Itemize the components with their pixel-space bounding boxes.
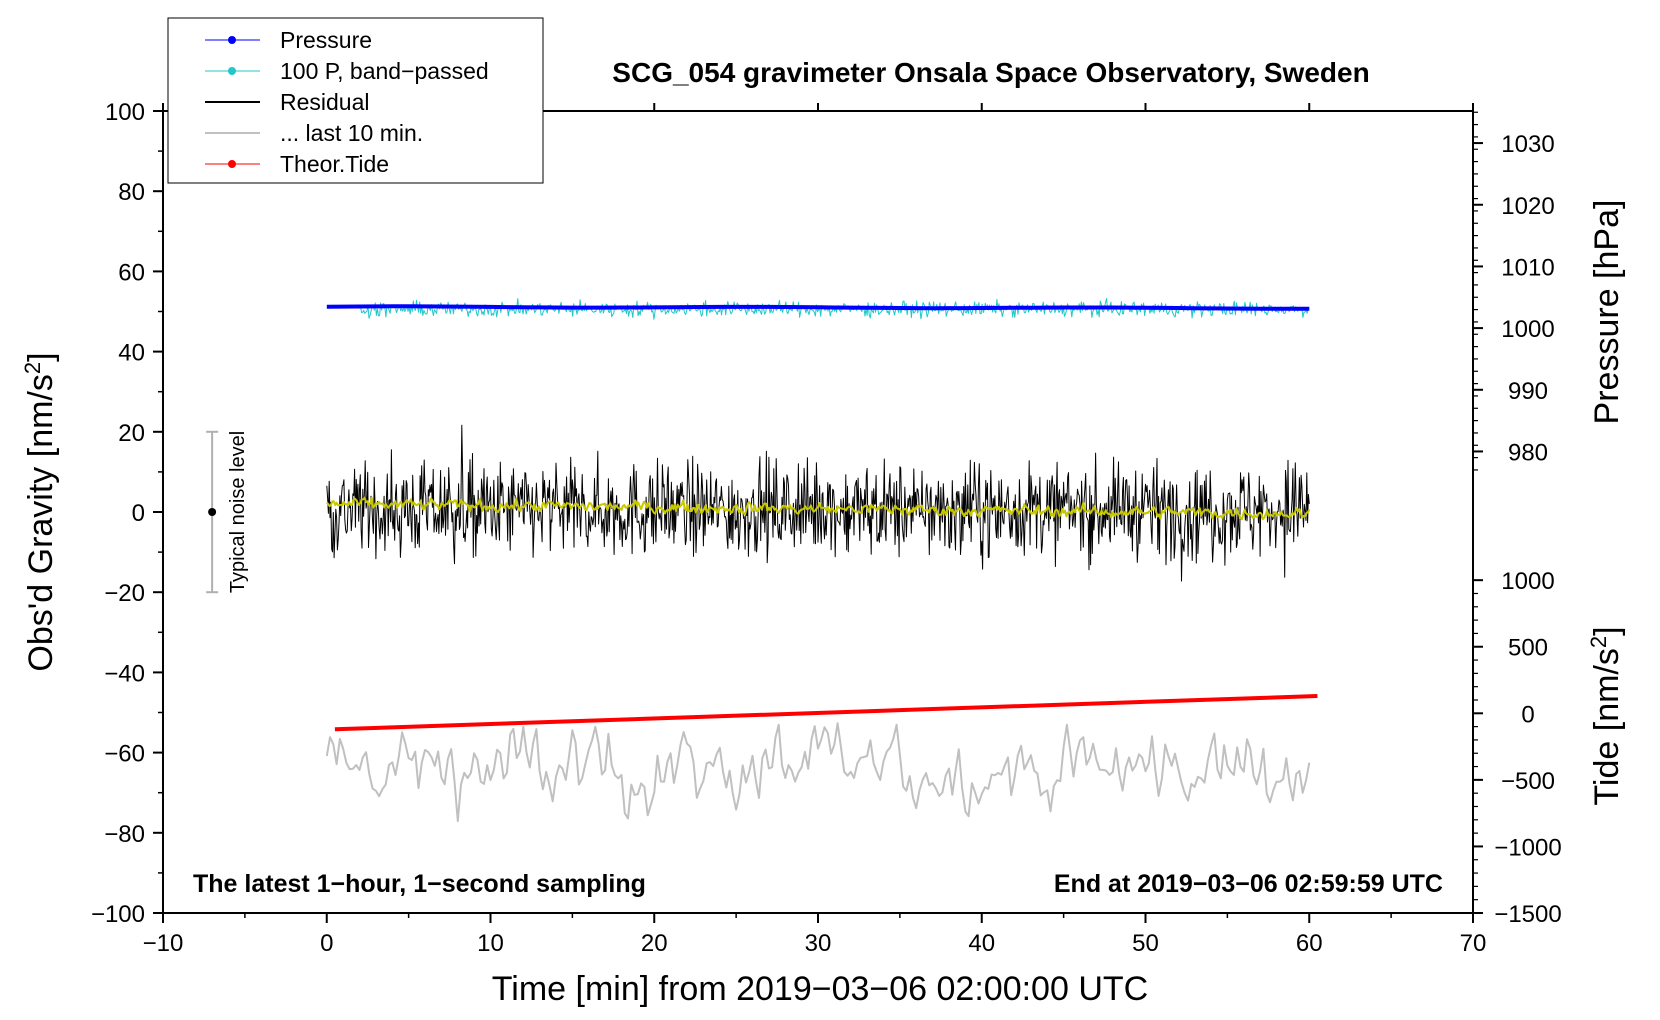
pressure-tick-label: 990 xyxy=(1508,378,1548,405)
tide-tick-label: −500 xyxy=(1501,768,1555,795)
y-tick-label: 20 xyxy=(118,420,145,447)
pressure-tick-label: 1030 xyxy=(1501,131,1554,158)
series-last-10-min xyxy=(325,722,1311,823)
y-axis-pressure-title: Pressure [hPa] xyxy=(1588,200,1626,425)
tide-tick-label: −1000 xyxy=(1494,834,1561,861)
pressure-tick-label: 980 xyxy=(1508,439,1548,466)
legend-marker xyxy=(228,160,236,168)
x-tick-label: 0 xyxy=(320,930,333,957)
series-residual xyxy=(326,424,1310,582)
y-tick-label: −20 xyxy=(104,580,145,607)
pressure-tick-label: 1020 xyxy=(1501,193,1554,220)
noise-level-label: Typical noise level xyxy=(227,431,249,593)
legend-marker xyxy=(228,36,236,44)
x-axis: −10 0 10 20 30 40 50 60 70 xyxy=(143,103,1487,957)
pressure-tick-label: 1010 xyxy=(1501,254,1554,281)
x-tick-label: 30 xyxy=(805,930,832,957)
y-tick-label: −60 xyxy=(104,741,145,768)
tide-tick-label: −1500 xyxy=(1494,901,1561,928)
y-tick-label: 100 xyxy=(105,99,145,126)
x-tick-label: 70 xyxy=(1460,930,1487,957)
legend-label: Pressure xyxy=(280,27,372,53)
legend-label: ... last 10 min. xyxy=(280,120,423,146)
legend-box xyxy=(167,17,544,184)
pressure-tick-label: 1000 xyxy=(1501,316,1554,343)
legend-label: 100 P, band−passed xyxy=(280,58,489,84)
y-tick-label: −100 xyxy=(91,901,145,928)
y-tick-label: −40 xyxy=(104,660,145,687)
series-pressure xyxy=(326,304,1310,311)
y-tick-label: −80 xyxy=(104,821,145,848)
tide-tick-label: 1000 xyxy=(1501,568,1554,595)
y-tick-label: 0 xyxy=(132,500,145,527)
legend-label: Residual xyxy=(280,89,370,115)
legend-label: Theor.Tide xyxy=(280,151,389,177)
end-time-annotation: End at 2019−03−06 02:59:59 UTC xyxy=(1054,870,1443,898)
x-axis-title: Time [min] from 2019−03−06 02:00:00 UTC xyxy=(492,970,1148,1008)
y-axis-pressure: 1030 1020 1010 1000 990 980 xyxy=(1473,111,1555,471)
y-tick-label: 80 xyxy=(118,179,145,206)
noise-bar-center-dot xyxy=(208,508,217,516)
x-tick-label: 50 xyxy=(1132,930,1159,957)
y-tick-label: 40 xyxy=(118,340,145,367)
x-tick-label: −10 xyxy=(143,930,184,957)
y-axis-gravity-title: Obs'd Gravity [nm/s2] xyxy=(20,352,61,671)
chart-title: SCG_054 gravimeter Onsala Space Observat… xyxy=(612,57,1369,88)
x-tick-label: 20 xyxy=(641,930,668,957)
noise-level-indicator: Typical noise level xyxy=(206,430,249,594)
tide-tick-label: 0 xyxy=(1521,701,1534,728)
y-tick-label: 60 xyxy=(118,259,145,286)
tide-tick-label: 500 xyxy=(1508,635,1548,662)
series-smoothed-residual xyxy=(326,496,1311,521)
y-axis-tide-title: Tide [nm/s2] xyxy=(1586,626,1627,805)
legend-marker xyxy=(228,67,236,75)
series-theoretical-tide xyxy=(334,694,1318,732)
sampling-annotation: The latest 1−hour, 1−second sampling xyxy=(193,870,646,898)
series-layer xyxy=(325,298,1318,823)
y-axis-tide: 1000 500 0 −500 −1000 −1500 xyxy=(1473,568,1562,928)
x-tick-label: 40 xyxy=(968,930,995,957)
x-tick-label: 60 xyxy=(1296,930,1323,957)
y-axis-gravity: −100 −80 −60 −40 −20 0 20 40 60 80 100 xyxy=(91,99,163,928)
legend: Pressure 100 P, band−passed Residual ... la… xyxy=(167,17,544,184)
x-tick-label: 10 xyxy=(477,930,504,957)
